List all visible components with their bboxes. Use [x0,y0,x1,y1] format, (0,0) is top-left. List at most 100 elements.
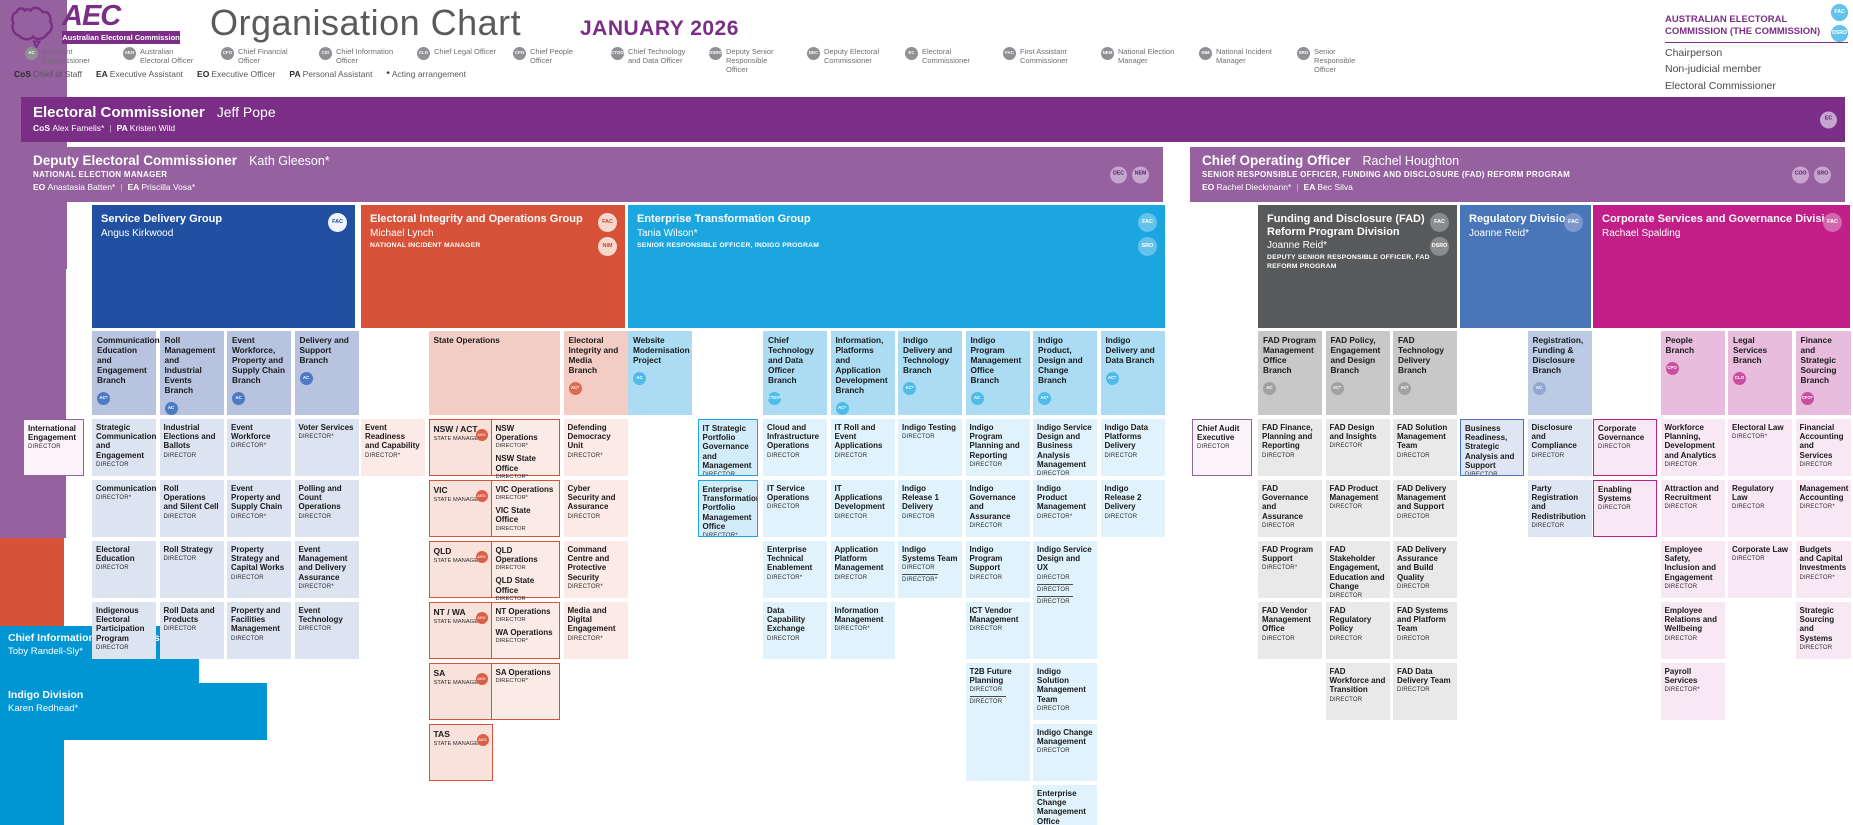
org-unit-role: DIRECTOR [702,471,736,476]
org-box-strategic-communications-and-engagement: Strategic Communications and Engagement D… [92,419,156,476]
org-unit-role: DIRECTOR [163,626,197,633]
support-person-name: Rachel Dieckmann* [1216,182,1292,192]
badge-fac: FAC [1430,213,1449,232]
org-box-property-strategy-and-capital-works: Property Strategy and Capital Works DIREC… [227,541,291,598]
org-box-indigo-change-management: Indigo Change Management DIRECTOR [1033,724,1097,781]
banner-person-name: Kath Gleeson* [249,154,330,168]
page-date: JANUARY 2026 [580,17,739,40]
banner-support-line: EO Anastasia Batten* | EA Priscilla Vosa* [33,182,195,192]
org-box-wa-operations: WA Operations DIRECTOR* [496,628,556,644]
org-unit-title: FAD Program Support [1262,545,1314,564]
state-cell: TAS STATE MANAGER AEO [429,725,492,780]
org-unit-title: Employee Safety, Inclusion and Engagemen… [1664,545,1717,582]
org-box-information-management: Information Management DIRECTOR* [830,602,895,659]
logo-acronym: AEC [62,0,121,32]
org-box-disclosure-and-compliance: Disclosure and Compliance DIRECTOR [1527,419,1592,476]
role-divider [1037,595,1073,597]
org-box-cloud-and-infrastructure-operations: Cloud and Infrastructure Operations DIREC… [763,419,827,476]
column-badge-wrap: AC* [568,376,623,395]
org-unit-role: DIRECTOR [1531,522,1565,529]
org-box-communications: Communications DIRECTOR* [92,480,156,537]
org-unit-title: Payroll Services [1664,667,1698,686]
org-unit-title: FAD Systems and Platform Team [1397,606,1449,634]
badge-ac: AC [232,391,245,405]
org-unit-role: DIRECTOR* [96,495,132,502]
org-unit-role: DIRECTOR [567,513,601,520]
org-box-management-accounting: Management Accounting DIRECTOR* [1795,480,1851,537]
state-row-nsw-act: NSW / ACT STATE MANAGER AEO NSW Operations D… [428,419,560,480]
org-unit-role: DIRECTOR [1329,592,1363,598]
badge-fac: FAC [328,213,347,232]
org-unit-role: DIRECTOR [1197,444,1230,451]
column-badge-wrap: AC* [97,386,151,405]
commission-member: Non-judicial member [1665,63,1762,76]
support-person-name: Anastasia Batten* [47,182,116,192]
org-box-electoral-law: Electoral Law DIRECTOR* [1728,419,1792,476]
org-unit-role: DIRECTOR [163,556,197,563]
legend-label: Deputy Senior Responsible Officer [725,47,774,74]
column-badge-wrap: AC* [1398,376,1452,395]
org-box-sa-operations: SA Operations DIRECTOR* [496,668,556,684]
org-unit-title: Media and Digital Engagement [567,606,616,634]
column-title: People Branch [1665,335,1695,355]
org-unit-title: Event Management and Delivery Assurance [298,545,348,582]
org-unit-title: NSW Operations [495,424,538,443]
org-box-it-strategic-portfolio-governance-and-mana: IT Strategic Portfolio Governance and Ma… [697,419,758,476]
state-cell: SA STATE MANAGER* AEO [429,664,492,719]
org-unit-title: Command Centre and Protective Security [567,545,610,582]
state-units-cell: VIC Operations DIRECTOR* VIC State Office D… [491,481,559,536]
column-title: FAD Technology Delivery Branch [1398,335,1444,375]
group-badges: FAC [1564,213,1583,232]
group-csgd: Corporate Services and Governance Divisi… [1593,205,1850,328]
org-unit-role: DIRECTOR [1799,461,1833,468]
org-box-indigo-release-2-delivery: Indigo Release 2 Delivery DIRECTOR [1100,480,1165,537]
badge-coo: COO [1792,166,1809,183]
state-cell: NSW / ACT STATE MANAGER AEO [429,420,492,475]
column-title: State Operations [433,335,500,345]
badge-dsro: DSRO [1831,25,1848,42]
org-unit-title: NT Operations [495,607,551,616]
legend-label: First Assistant Commissioner [1019,47,1068,65]
org-unit-title: Party Registration and Redistribution [1531,484,1586,521]
legend-label: Chief People Officer [529,47,573,65]
badge-ac: AC* [97,391,110,405]
state-name: TAS [433,729,450,739]
column-title: Indigo Delivery and Technology Branch [903,335,953,375]
org-unit-role: DIRECTOR [902,434,935,441]
org-unit-role: DIRECTOR* [767,574,803,581]
org-box-event-property-and-supply-chain: Event Property and Supply Chain DIRECTOR* [227,480,291,537]
support-label: Acting arrangement [391,69,467,79]
org-box-indigenous-electoral-participation-program: Indigenous Electoral Participation Progr… [92,602,156,659]
org-unit-role: DIRECTOR* [365,452,401,459]
org-unit-role: DIRECTOR* [298,583,334,590]
org-unit-role: DIRECTOR [1037,470,1070,476]
org-box-it-roll-and-event-applications: IT Roll and Event Applications DIRECTOR [830,419,895,476]
org-box-fad-vendor-management-office: FAD Vendor Management Office DIRECTOR [1258,602,1322,659]
state-badge-wrap: AEO [475,423,488,441]
org-unit-role: DIRECTOR* [567,635,603,642]
org-unit-role: DIRECTOR* [1799,504,1835,511]
banner-subtitle: NATIONAL ELECTION MANAGER [33,170,168,179]
org-unit-role: DIRECTOR [767,452,800,459]
org-unit-title: Event Readiness and Capability [365,423,420,451]
state-role: STATE MANAGER [433,436,483,442]
banner-title-row: Chief Operating Officer Rachel Houghton [1202,153,1459,168]
org-unit-role: DIRECTOR [163,513,197,520]
column-header-chief-technology-and-data-officer-branch: Chief Technology and Data Officer Branch… [763,331,827,415]
org-box-qld-operations: QLD Operations DIRECTOR [496,546,556,571]
org-unit-title: Cloud and Infrastructure Operations [767,423,820,451]
org-unit-role: DIRECTOR* [231,513,267,520]
banner-ec: Electoral Commissioner Jeff Pope CoS Alex … [21,97,1845,142]
org-unit-title: IT Roll and Event Applications [834,423,883,451]
org-box-roll-operations-and-silent-cell: Roll Operations and Silent Cell DIRECTOR [159,480,224,537]
org-box-indigo-systems-team: Indigo Systems Team DIRECTOR DIRECTOR* [898,541,962,598]
org-unit-title: Corporate Law [1732,545,1789,554]
commission-member: Chairperson [1665,46,1723,59]
banner-subtitle: SENIOR RESPONSIBLE OFFICER, FUNDING AND … [1202,170,1571,179]
org-unit-role: DIRECTOR* [902,577,938,584]
group-person-name: Michael Lynch [370,227,434,239]
group-title: Service Delivery Group [101,213,223,225]
banner-coo: Chief Operating Officer Rachel Houghton SE… [1190,147,1845,202]
badge-fac: FAC [1831,4,1848,21]
org-unit-role: DIRECTOR [969,461,1003,468]
